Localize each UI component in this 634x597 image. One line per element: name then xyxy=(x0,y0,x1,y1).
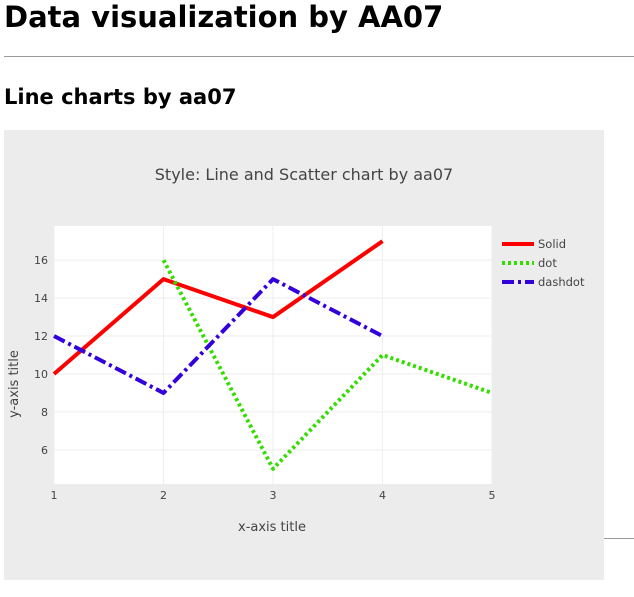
page-title: Data visualization by AA07 xyxy=(4,0,444,34)
x-tick-label: 3 xyxy=(270,489,277,502)
x-tick-label: 5 xyxy=(489,489,496,502)
legend-label-Solid[interactable]: Solid xyxy=(538,237,566,251)
series-line-Solid[interactable] xyxy=(52,239,384,376)
y-tick-label: 14 xyxy=(34,292,48,305)
y-axis-title: y-axis title xyxy=(7,350,22,418)
x-tick-label: 4 xyxy=(379,489,386,502)
x-tick-label: 1 xyxy=(51,489,58,502)
x-tick-label: 2 xyxy=(160,489,167,502)
legend-label-dashdot[interactable]: dashdot xyxy=(538,275,585,289)
chart-title: Style: Line and Scatter chart by aa07 xyxy=(155,165,453,184)
legend-label-dot[interactable]: dot xyxy=(538,256,557,270)
y-tick-label: 6 xyxy=(41,444,48,457)
series-line-dashdot[interactable] xyxy=(53,277,384,395)
x-axis-title: x-axis title xyxy=(238,520,306,535)
divider-lower xyxy=(604,538,634,539)
gridlines xyxy=(53,226,493,484)
divider xyxy=(4,56,634,57)
section-title: Line charts by aa07 xyxy=(4,85,237,109)
y-tick-label: 8 xyxy=(41,406,48,419)
y-tick-label: 16 xyxy=(34,254,48,267)
legend[interactable]: Solid dot dashdot xyxy=(502,237,585,289)
series-line-dot[interactable] xyxy=(161,259,493,471)
y-tick-label: 10 xyxy=(34,368,48,381)
series-layer xyxy=(52,239,493,471)
y-tick-label: 12 xyxy=(34,330,48,343)
